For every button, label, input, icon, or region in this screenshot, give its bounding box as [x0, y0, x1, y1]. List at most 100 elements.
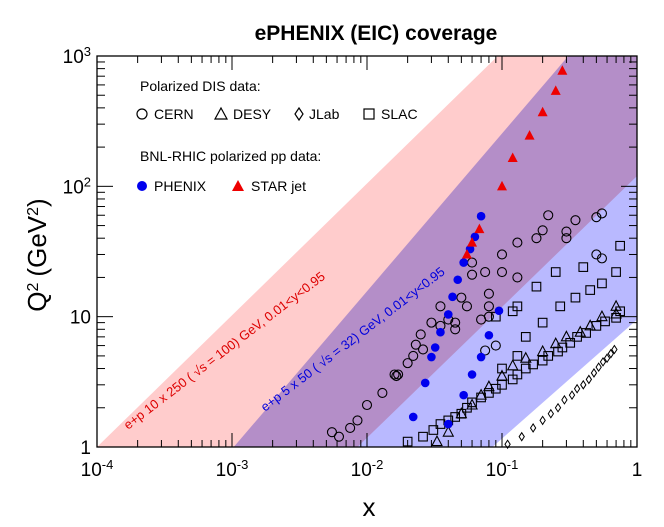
desy-point: [536, 344, 549, 357]
cern-point: [450, 317, 461, 328]
cern-point: [391, 371, 402, 382]
cern-point: [480, 266, 491, 278]
slac-point: [597, 278, 607, 289]
slac-point: [456, 408, 467, 419]
y-axis-label-q-sup: 2: [25, 282, 42, 291]
slac-point: [467, 397, 477, 408]
phenix-point: [459, 390, 468, 400]
star-jet-point: [524, 130, 535, 140]
jlab-point: [573, 383, 581, 394]
cern-point: [333, 431, 345, 442]
slac-point: [528, 359, 538, 370]
slac-point: [507, 306, 518, 317]
slac-point: [418, 431, 428, 442]
cern-point: [476, 314, 487, 325]
legend-item-star-jet: STAR jet: [232, 178, 306, 194]
y-axis-label-unit-sup: 2: [25, 207, 42, 216]
cern-point: [561, 226, 572, 237]
cern-point: [456, 292, 467, 303]
cern-point: [361, 399, 373, 411]
data-points: [326, 65, 625, 450]
desy-point: [475, 388, 487, 400]
legend-item-slac: SLAC: [363, 106, 418, 122]
cern-point: [480, 345, 491, 356]
phenix-point: [408, 412, 418, 422]
cern-point: [496, 266, 508, 278]
jlab-point: [590, 368, 598, 378]
slac-point: [585, 285, 596, 295]
slac-point: [428, 425, 439, 435]
star-jet-point: [474, 223, 485, 234]
cern-point: [415, 329, 426, 340]
cern-point: [461, 301, 472, 312]
slac-point: [512, 351, 523, 361]
jlab-point: [599, 356, 607, 367]
y-axis-label: Q2(GeV2): [22, 198, 52, 311]
star-jet-point: [497, 180, 507, 191]
slac-point: [520, 332, 531, 342]
x-tick-label: 10-3: [216, 457, 249, 482]
chart-title: ePHENIX (EIC) coverage: [255, 22, 498, 45]
cern-point: [531, 233, 542, 244]
y-axis-label-unit-close: ): [22, 198, 52, 207]
phenix-point: [467, 370, 477, 379]
y-tick-label: 102: [63, 174, 91, 199]
x-tick-label: 1: [632, 460, 643, 481]
axes: 10-4 10-3 10-2 10-1 1 1 10 102 103: [63, 44, 643, 482]
square-open-icon: [363, 108, 375, 120]
diamond-open-icon: [294, 106, 304, 122]
cern-point: [496, 249, 508, 260]
legend-label-jlab: JLab: [309, 106, 340, 122]
slac-point: [565, 337, 576, 348]
y-tick-label: 10: [70, 308, 91, 329]
x-tick-label: 10-4: [81, 457, 114, 482]
jlab-point: [611, 344, 618, 355]
cern-point: [410, 339, 421, 350]
phenix-point: [476, 352, 486, 362]
cern-point: [591, 212, 602, 223]
phenix-point: [427, 352, 436, 362]
phenix-point: [443, 310, 453, 319]
series-jlab: [504, 344, 618, 450]
legend: Polarized DIS data: CERN DESY JLab SLAC …: [136, 78, 418, 194]
x-tick-label: 10-1: [486, 457, 519, 482]
jlab-point: [603, 353, 611, 364]
phenix-point: [430, 343, 440, 352]
cern-point: [435, 301, 446, 312]
y-axis-label-unit-open: (GeV: [22, 215, 52, 276]
legend-label-cern: CERN: [154, 106, 194, 122]
star-jet-point: [467, 237, 478, 247]
cern-point: [596, 253, 607, 264]
slac-point: [543, 351, 554, 361]
x-tick-label: 10-2: [351, 457, 384, 482]
jlab-point: [529, 423, 537, 433]
slac-point: [555, 301, 566, 312]
kinematic-bands: [97, 56, 637, 447]
legend-item-jlab: JLab: [294, 106, 340, 122]
slac-point: [615, 240, 625, 251]
jlab-point: [547, 408, 555, 419]
slac-point: [531, 281, 542, 292]
phenix-point: [476, 211, 486, 221]
desy-point: [442, 425, 455, 437]
cern-point: [389, 369, 400, 380]
phenix-point: [436, 327, 445, 337]
star-jet-point: [550, 85, 561, 95]
desy-point: [519, 351, 532, 363]
star-jet-point: [537, 106, 548, 117]
desy-point: [596, 309, 608, 322]
cern-point: [377, 387, 388, 398]
cern-point: [543, 210, 554, 221]
slac-point: [600, 316, 610, 327]
slac-point: [611, 267, 621, 277]
cern-point: [426, 317, 437, 328]
cern-point: [483, 288, 494, 299]
jlab-point: [585, 374, 593, 385]
phenix-point: [443, 419, 453, 429]
series-phenix: [408, 211, 504, 429]
jlab-point: [607, 348, 615, 359]
legend-item-desy: DESY: [213, 106, 272, 122]
cern-point: [490, 340, 501, 351]
